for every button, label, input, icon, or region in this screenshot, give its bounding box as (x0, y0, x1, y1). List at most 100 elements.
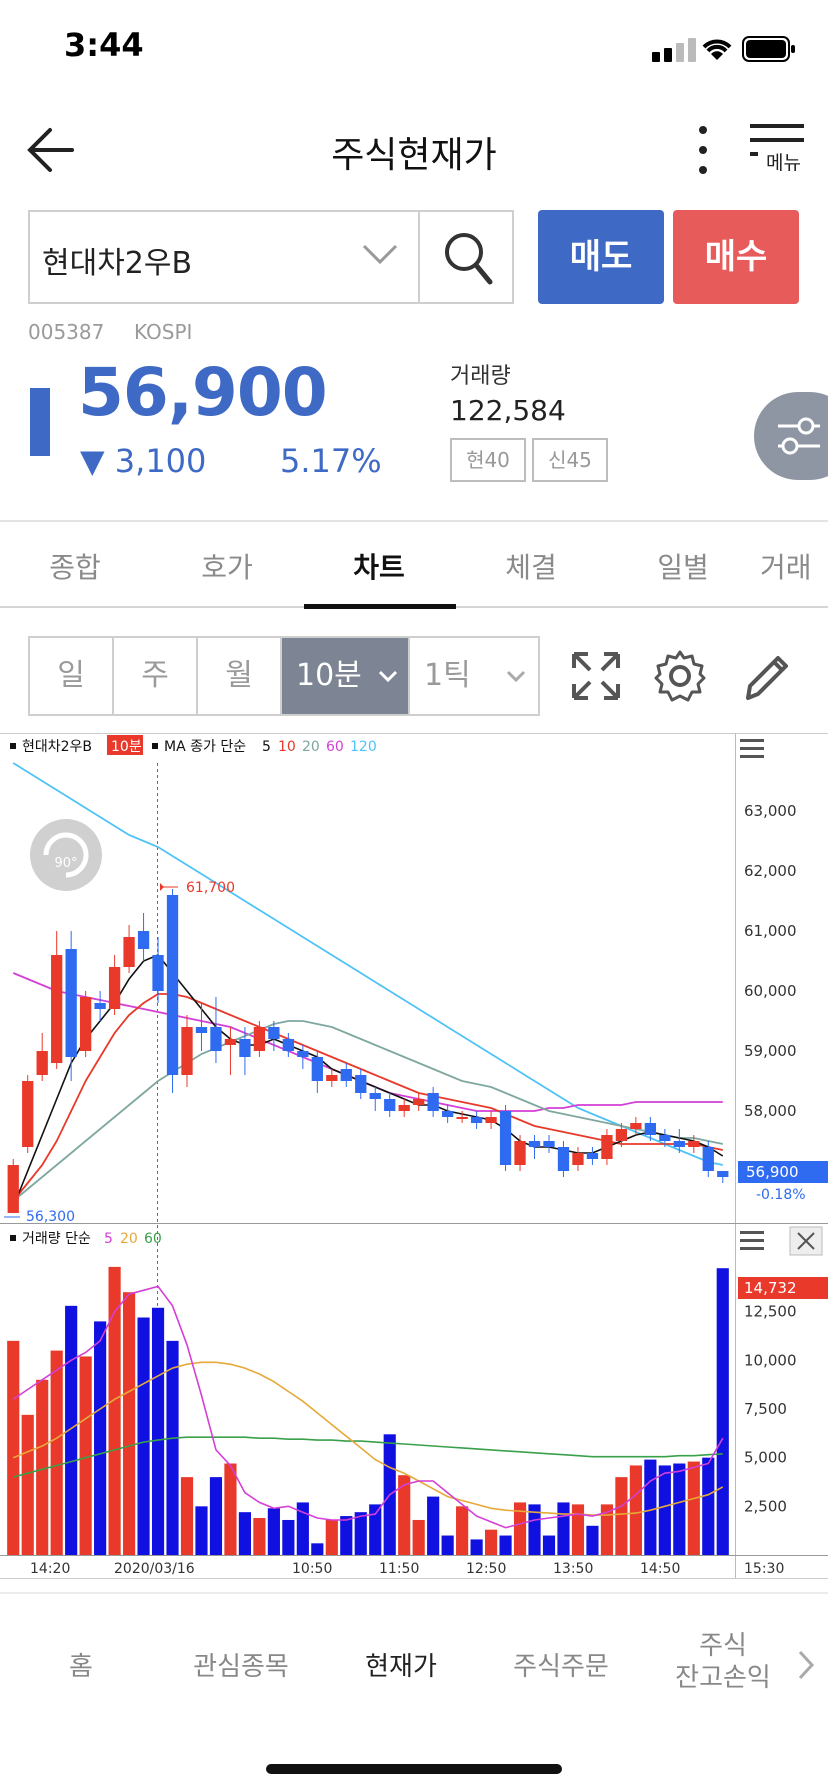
period-tick-dropdown[interactable]: 1틱 (410, 638, 538, 714)
candle-body (181, 1027, 193, 1075)
candle-body (470, 1117, 483, 1123)
search-icon[interactable] (442, 230, 494, 286)
buy-button[interactable]: 매수 (673, 210, 799, 304)
nav-stock-order-label: 주식주문 (513, 1652, 609, 1682)
volume-bar (108, 1266, 121, 1555)
fullscreen-icon[interactable] (568, 648, 624, 704)
period-day[interactable]: 일 (30, 638, 114, 714)
volume-bar (224, 1463, 237, 1555)
volume-bar (340, 1516, 353, 1555)
vol-legend-5: 5 (104, 1231, 113, 1247)
candle-body (108, 967, 121, 1009)
period-month[interactable]: 월 (198, 638, 282, 714)
candle-body (65, 949, 77, 1057)
sell-button[interactable]: 매도 (538, 210, 664, 304)
price-change: ▼ 3,100 (80, 442, 207, 480)
candle-body (586, 1153, 599, 1159)
candle-body (340, 1069, 352, 1081)
volume-value: 122,584 (450, 394, 566, 427)
period-minute-dropdown[interactable]: 10분 (282, 638, 410, 714)
status-time: 3:44 (64, 26, 144, 64)
price-pane-menu-icon[interactable] (740, 739, 764, 758)
volume-ma60-line (12, 1436, 723, 1478)
candle-body (688, 1141, 700, 1147)
volume-pane-close-button[interactable] (789, 1226, 823, 1256)
nav-watchlist[interactable]: 관심종목 (166, 1646, 316, 1683)
candle-body (51, 955, 63, 1063)
pencil-icon[interactable] (738, 648, 794, 704)
nav-home[interactable]: 홈 (6, 1646, 156, 1683)
more-vertical-icon[interactable] (696, 122, 710, 178)
stock-search-box[interactable]: 현대차2우B (28, 210, 514, 304)
volume-bar (282, 1519, 295, 1555)
stock-chart[interactable]: 63,000 62,000 61,000 60,000 59,000 58,000 12,5… (0, 733, 828, 1579)
candle-body (514, 1141, 526, 1165)
chip-hyun40[interactable]: 현40 (450, 438, 526, 482)
high-price-label: 61,700 (186, 880, 235, 896)
nav-current-price-label: 현재가 (365, 1652, 437, 1682)
volume-bar (412, 1519, 425, 1555)
candle-body (456, 1117, 468, 1119)
volume-bar (7, 1340, 20, 1555)
tab-more[interactable]: 거래 (760, 551, 812, 584)
nav-current-price[interactable]: 현재가 (326, 1646, 476, 1683)
candle-body (543, 1141, 555, 1147)
ma-legend-10: 10 (278, 739, 296, 755)
gear-icon[interactable] (652, 648, 708, 704)
ma-legend-60: 60 (326, 739, 344, 755)
volume-bar (673, 1463, 686, 1555)
volume-bar (137, 1317, 150, 1555)
volume-bar (21, 1414, 34, 1555)
close-icon (797, 1232, 815, 1250)
volume-bar (296, 1502, 309, 1555)
rotate-90-button[interactable]: 90° (30, 819, 102, 891)
nav-home-label: 홈 (69, 1652, 93, 1682)
price-tick-label: 59,000 (744, 1042, 797, 1060)
volume-bar (571, 1504, 585, 1555)
time-label: 14:50 (640, 1561, 680, 1577)
low-price-label: 56,300 (26, 1209, 75, 1225)
candle-body (268, 1027, 280, 1039)
volume-bar (238, 1512, 252, 1555)
back-arrow-icon[interactable] (26, 126, 76, 174)
current-volume-tag-text: 14,732 (744, 1279, 797, 1297)
tab-trades[interactable]: 체결 (505, 551, 557, 584)
candle-body (369, 1093, 381, 1099)
period-tick-label: 1틱 (424, 658, 471, 693)
volume-pane-menu-icon[interactable] (740, 1231, 764, 1250)
tab-chart[interactable]: 차트 (353, 551, 405, 584)
vol-legend-60: 60 (144, 1231, 162, 1247)
volume-bar (180, 1477, 194, 1555)
tab-daily[interactable]: 일별 (657, 551, 709, 584)
volume-bar (456, 1506, 469, 1555)
chevron-down-icon[interactable] (362, 242, 398, 266)
candle-body (427, 1093, 439, 1111)
menu-button[interactable]: 메뉴 (748, 120, 808, 180)
hamburger-icon (750, 124, 804, 156)
time-label: 11:50 (379, 1561, 419, 1577)
chevron-right-icon[interactable] (796, 1650, 816, 1680)
tab-summary[interactable]: 종합 (49, 551, 101, 584)
nav-balance[interactable]: 주식 잔고손익 (648, 1630, 798, 1694)
filter-float-button[interactable] (754, 392, 828, 480)
candle-body (499, 1111, 512, 1165)
chip-sin45[interactable]: 신45 (532, 438, 608, 482)
candle-body (398, 1105, 410, 1111)
ma-legend-5: 5 (262, 739, 271, 755)
volume-bar (65, 1305, 78, 1555)
volume-bar (687, 1461, 700, 1555)
chart-canvas[interactable]: 63,000 62,000 61,000 60,000 59,000 58,000 12,5… (0, 733, 828, 1579)
volume-bar (441, 1535, 454, 1555)
nav-balance-label: 주식 잔고손익 (675, 1631, 771, 1693)
price-tick-label: 63,000 (744, 802, 797, 820)
candle-body (601, 1135, 613, 1159)
stock-name-input[interactable]: 현대차2우B (42, 246, 193, 281)
volume-tick-label: 7,500 (744, 1400, 787, 1418)
wifi-icon (702, 39, 732, 60)
nav-stock-order[interactable]: 주식주문 (486, 1646, 636, 1683)
period-week[interactable]: 주 (114, 638, 198, 714)
time-label: 10:50 (292, 1561, 332, 1577)
candle-body (717, 1171, 729, 1177)
tab-orderbook[interactable]: 호가 (201, 551, 253, 584)
volume-bar (499, 1535, 512, 1555)
